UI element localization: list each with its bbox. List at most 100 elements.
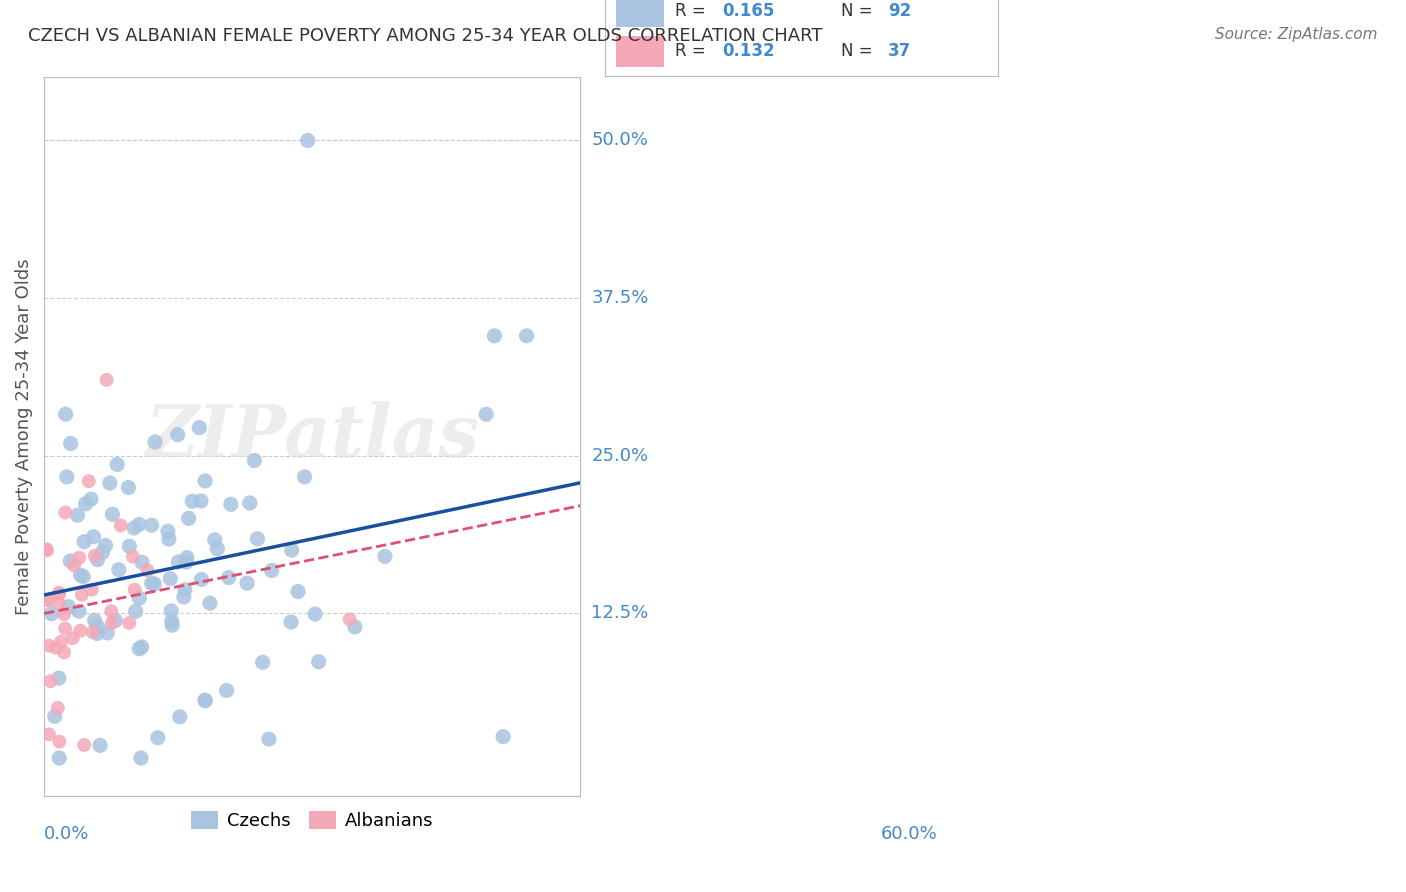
Point: [218, 571, 240, 585]
Point: [188, 420, 211, 434]
Text: 0.0%: 0.0%: [44, 824, 90, 843]
Point: [128, 517, 150, 532]
Point: [89, 739, 111, 753]
Point: [72, 570, 94, 584]
Point: [38, 727, 60, 741]
Point: [239, 496, 262, 510]
Text: N =: N =: [841, 2, 877, 20]
Bar: [616, 36, 664, 67]
Point: [128, 641, 150, 656]
Text: 50.0%: 50.0%: [592, 131, 648, 150]
Point: [70, 588, 93, 602]
Point: [166, 427, 188, 442]
Point: [91, 545, 114, 559]
Text: 0.165: 0.165: [723, 2, 775, 20]
Point: [122, 521, 145, 535]
Point: [86, 626, 108, 640]
Point: [215, 683, 238, 698]
Point: [96, 373, 118, 387]
Point: [492, 730, 515, 744]
Point: [141, 576, 163, 591]
Point: [62, 631, 84, 645]
Point: [55, 407, 77, 421]
Point: [77, 474, 100, 488]
Point: [80, 492, 103, 507]
Point: [343, 620, 366, 634]
Point: [252, 656, 274, 670]
Point: [280, 543, 302, 558]
Point: [297, 133, 319, 147]
Text: ZIPatlas: ZIPatlas: [145, 401, 479, 472]
Point: [73, 738, 96, 752]
Point: [194, 693, 217, 707]
Text: 37: 37: [889, 42, 911, 60]
Point: [86, 552, 108, 566]
Point: [190, 573, 212, 587]
Text: R =: R =: [675, 2, 711, 20]
Point: [339, 612, 361, 626]
Point: [101, 508, 124, 522]
Point: [48, 587, 70, 601]
Point: [374, 549, 396, 564]
Point: [194, 474, 217, 488]
Bar: [616, 0, 664, 27]
Point: [169, 710, 191, 724]
Point: [67, 550, 90, 565]
Point: [53, 622, 76, 636]
Point: [59, 554, 82, 568]
Point: [131, 555, 153, 569]
Point: [143, 435, 166, 450]
Point: [243, 453, 266, 467]
Point: [174, 555, 197, 569]
Point: [83, 549, 105, 563]
Text: 12.5%: 12.5%: [592, 604, 648, 622]
Point: [35, 593, 58, 607]
Point: [287, 584, 309, 599]
Point: [86, 619, 108, 633]
Point: [129, 751, 152, 765]
Point: [48, 734, 70, 748]
Point: [304, 607, 326, 621]
Point: [83, 530, 105, 544]
Point: [49, 634, 72, 648]
Point: [156, 524, 179, 539]
Point: [96, 626, 118, 640]
Text: 37.5%: 37.5%: [592, 289, 648, 307]
Point: [98, 476, 121, 491]
Point: [82, 625, 104, 640]
Text: 92: 92: [889, 2, 911, 20]
Text: CZECH VS ALBANIAN FEMALE POVERTY AMONG 25-34 YEAR OLDS CORRELATION CHART: CZECH VS ALBANIAN FEMALE POVERTY AMONG 2…: [28, 27, 823, 45]
Point: [117, 481, 139, 495]
Point: [124, 582, 146, 597]
Point: [131, 640, 153, 654]
Point: [177, 511, 200, 525]
Point: [56, 470, 79, 484]
Point: [48, 671, 70, 685]
Point: [118, 539, 141, 553]
Point: [219, 497, 242, 511]
Point: [160, 604, 183, 618]
Point: [59, 436, 82, 450]
Point: [308, 655, 330, 669]
Point: [35, 542, 58, 557]
Point: [104, 614, 127, 628]
Point: [80, 582, 103, 597]
Point: [69, 624, 91, 638]
Point: [236, 576, 259, 591]
Point: [280, 615, 302, 629]
Point: [146, 731, 169, 745]
Point: [83, 613, 105, 627]
Point: [73, 534, 96, 549]
Point: [194, 694, 217, 708]
Point: [44, 709, 66, 723]
Point: [118, 615, 141, 630]
Point: [173, 582, 195, 597]
Point: [143, 577, 166, 591]
Point: [260, 564, 283, 578]
Point: [257, 732, 280, 747]
Point: [35, 543, 58, 558]
Text: 25.0%: 25.0%: [592, 447, 648, 465]
Point: [66, 508, 89, 523]
Point: [246, 532, 269, 546]
Point: [160, 615, 183, 629]
